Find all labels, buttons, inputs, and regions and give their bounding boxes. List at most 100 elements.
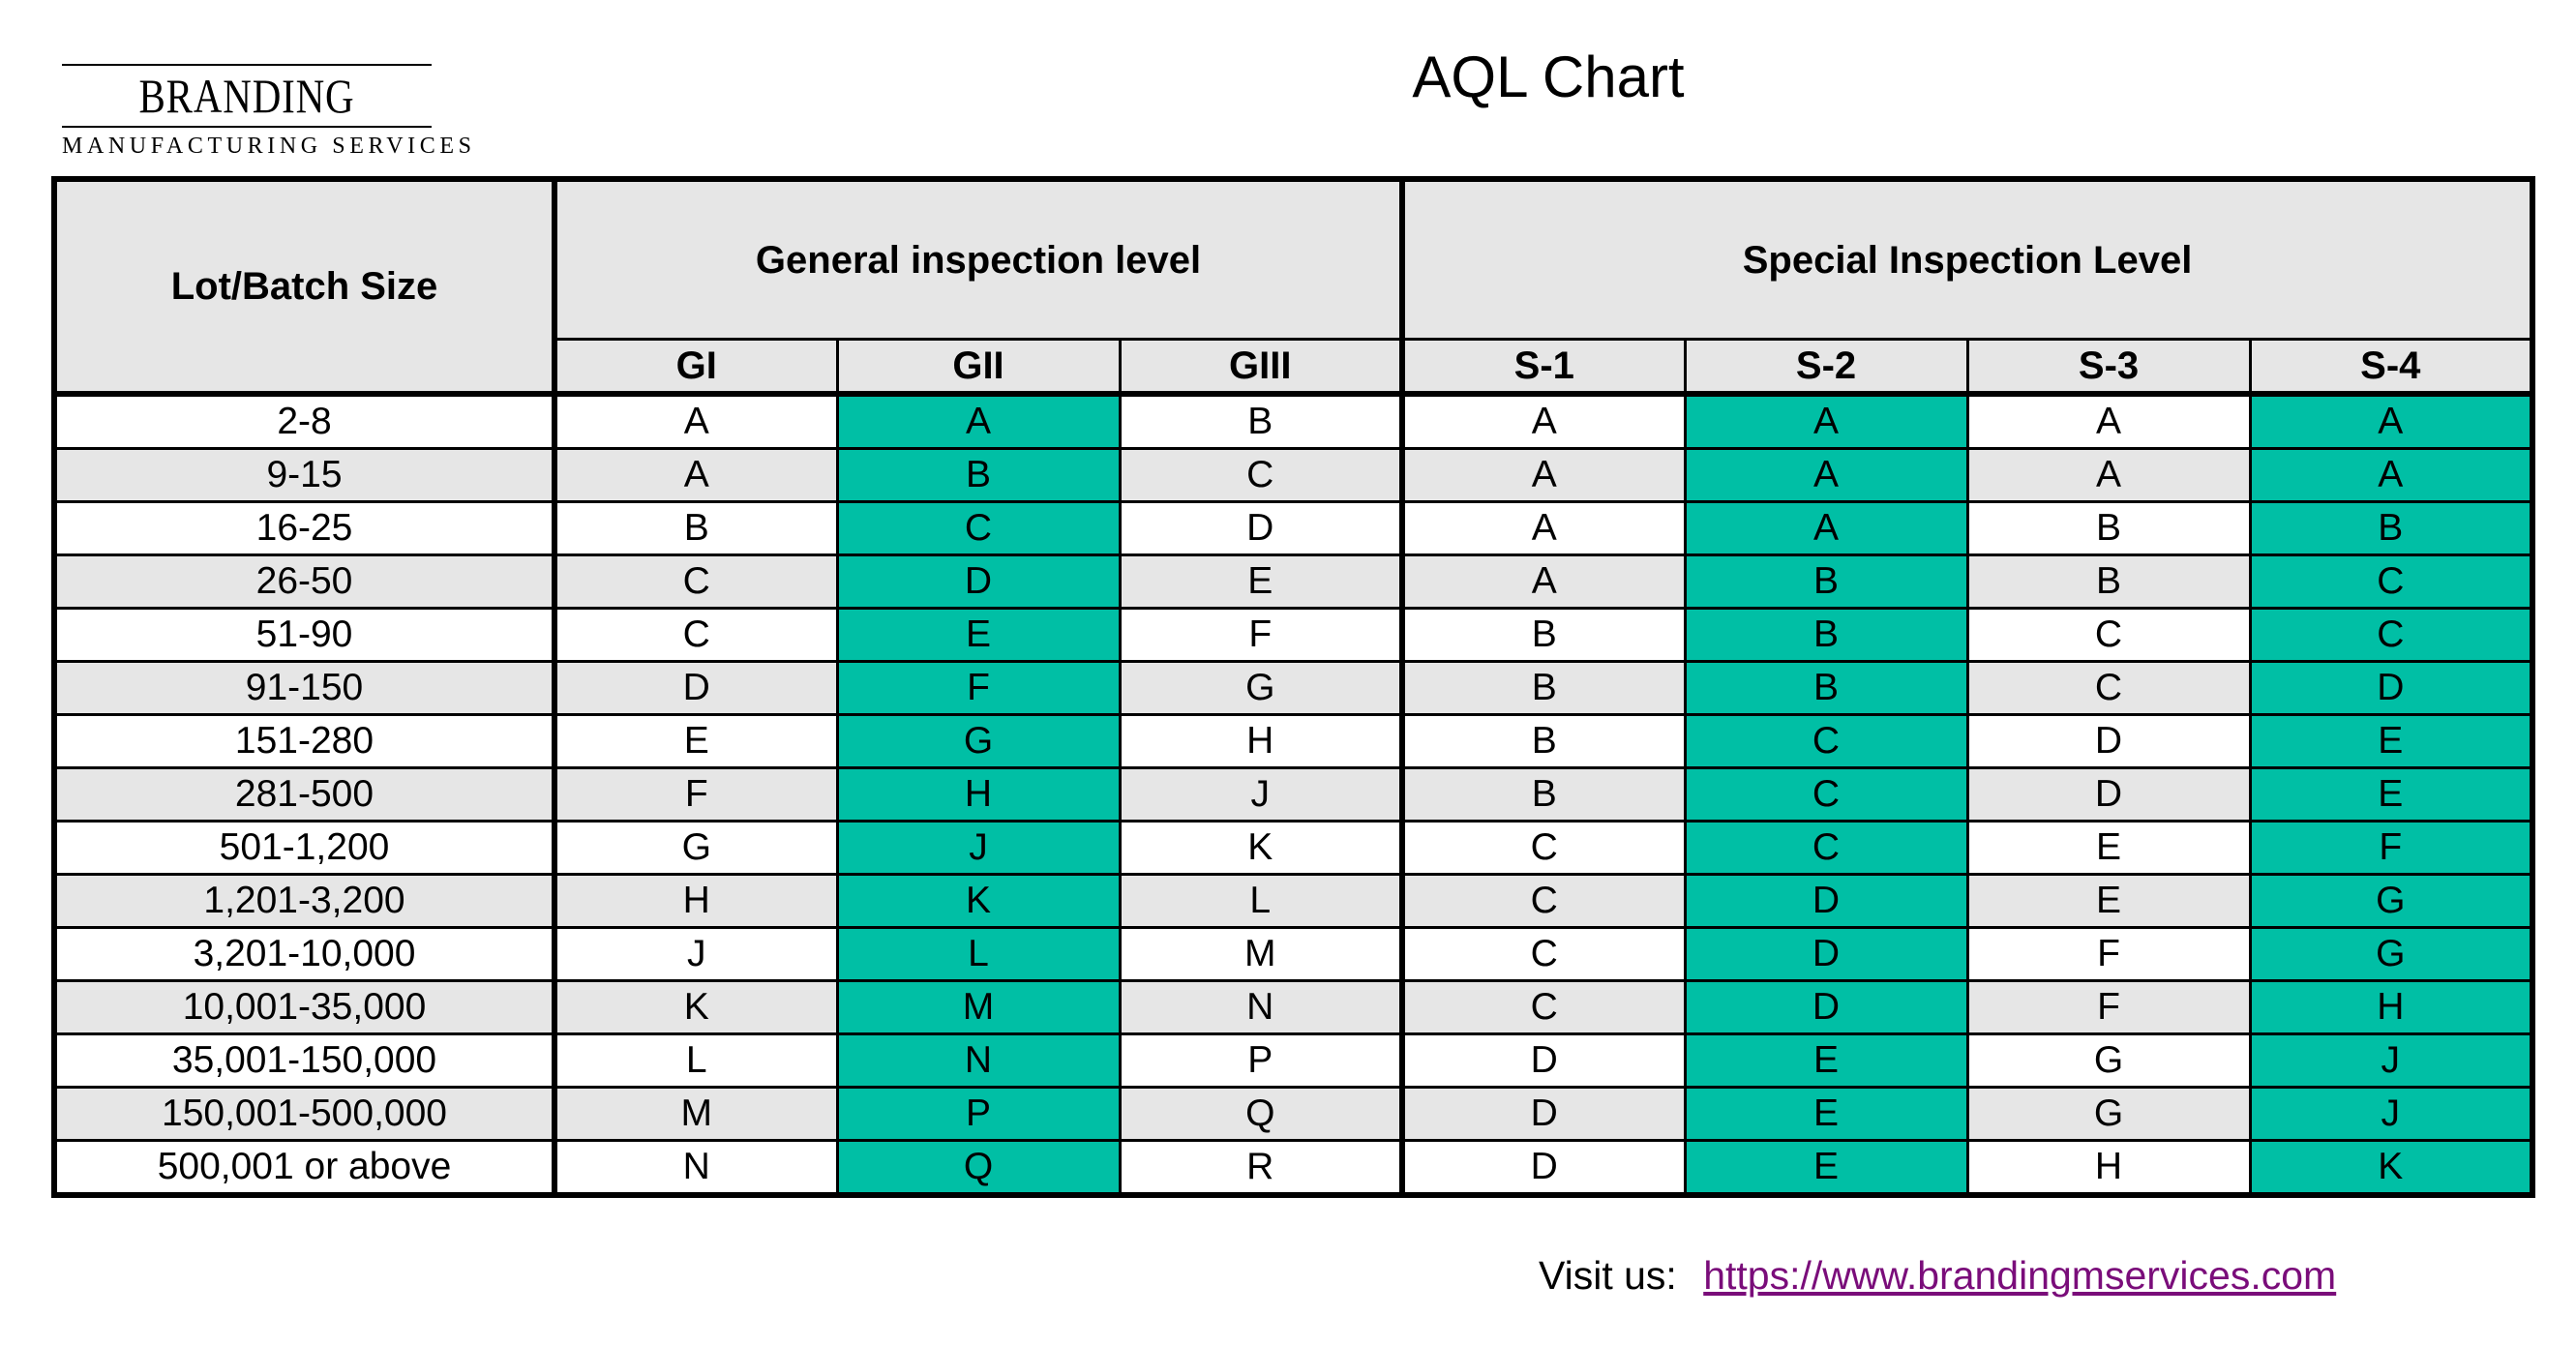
code-letter-cell-giii: P	[1118, 1032, 1406, 1089]
code-letter-cell-giii: E	[1118, 553, 1406, 610]
code-letter-cell-giii: R	[1118, 1139, 1406, 1197]
logo-brand-text: BRANDING	[138, 69, 355, 123]
code-letter-cell-gi: A	[553, 392, 839, 450]
code-letter-cell-s-3: E	[1965, 873, 2252, 929]
code-letter-cell-gii: C	[835, 500, 1122, 556]
table-row: 51-90 C E F B B C C	[52, 607, 2534, 663]
table-header: Lot/Batch Size General inspection level …	[52, 177, 2534, 397]
code-letter-cell-s-3: A	[1965, 447, 2252, 503]
code-letter-cell-s-4: J	[2248, 1086, 2534, 1142]
column-header-gii: GII	[835, 338, 1122, 397]
code-letter-cell-s-3: C	[1965, 660, 2252, 716]
code-letter-cell-s-1: D	[1400, 1139, 1687, 1197]
code-letter-cell-s-2: A	[1683, 392, 1969, 450]
code-letter-cell-s-1: C	[1400, 873, 1687, 929]
code-letter-cell-s-1: D	[1400, 1086, 1687, 1142]
code-letter-cell-giii: H	[1118, 713, 1406, 769]
code-letter-cell-s-4: B	[2248, 500, 2534, 556]
code-letter-cell-giii: G	[1118, 660, 1406, 716]
lot-size-cell: 9-15	[52, 447, 557, 503]
code-letter-cell-s-1: A	[1400, 553, 1687, 610]
code-letter-cell-s-2: E	[1683, 1139, 1969, 1197]
code-letter-cell-s-4: E	[2248, 713, 2534, 769]
lot-size-cell: 501-1,200	[52, 820, 557, 876]
logo-middle-rule	[62, 126, 432, 128]
code-letter-cell-giii: F	[1118, 607, 1406, 663]
lot-size-cell: 91-150	[52, 660, 557, 716]
code-letter-cell-s-2: B	[1683, 553, 1969, 610]
code-letter-cell-s-1: C	[1400, 926, 1687, 982]
code-letter-cell-s-2: E	[1683, 1086, 1969, 1142]
code-letter-cell-gii: P	[835, 1086, 1122, 1142]
code-letter-cell-s-3: C	[1965, 607, 2252, 663]
code-letter-cell-s-1: C	[1400, 979, 1687, 1035]
visit-us-label: Visit us:	[1539, 1253, 1677, 1298]
column-header-s1: S-1	[1400, 338, 1687, 397]
table-row: 150,001-500,000 M P Q D E G J	[52, 1086, 2534, 1142]
code-letter-cell-s-3: F	[1965, 979, 2252, 1035]
page-title: AQL Chart	[1412, 45, 1685, 109]
code-letter-cell-s-1: B	[1400, 660, 1687, 716]
table-row: 500,001 or above N Q R D E H K	[52, 1139, 2534, 1197]
code-letter-cell-gi: F	[553, 766, 839, 823]
code-letter-cell-s-1: B	[1400, 607, 1687, 663]
code-letter-cell-s-3: G	[1965, 1032, 2252, 1089]
code-letter-cell-s-4: F	[2248, 820, 2534, 876]
code-letter-cell-s-4: A	[2248, 447, 2534, 503]
footer: Visit us: https://www.brandingmservices.…	[1539, 1248, 2336, 1302]
code-letter-cell-giii: Q	[1118, 1086, 1406, 1142]
code-letter-cell-s-2: C	[1683, 766, 1969, 823]
lot-size-cell: 2-8	[52, 392, 557, 450]
code-letter-cell-s-4: J	[2248, 1032, 2534, 1089]
code-letter-cell-gi: K	[553, 979, 839, 1035]
code-letter-cell-gi: B	[553, 500, 839, 556]
general-inspection-level-header: General inspection level	[553, 177, 1406, 341]
lot-size-cell: 16-25	[52, 500, 557, 556]
code-letter-cell-gii: H	[835, 766, 1122, 823]
code-letter-cell-s-4: H	[2248, 979, 2534, 1035]
code-letter-cell-giii: B	[1118, 392, 1406, 450]
column-header-gi: GI	[553, 338, 839, 397]
code-letter-cell-s-3: A	[1965, 392, 2252, 450]
code-letter-cell-s-1: A	[1400, 500, 1687, 556]
code-letter-cell-gi: J	[553, 926, 839, 982]
code-letter-cell-s-2: D	[1683, 926, 1969, 982]
code-letter-cell-gi: H	[553, 873, 839, 929]
code-letter-cell-s-3: D	[1965, 766, 2252, 823]
code-letter-cell-giii: C	[1118, 447, 1406, 503]
code-letter-cell-s-2: A	[1683, 500, 1969, 556]
code-letter-cell-s-2: C	[1683, 713, 1969, 769]
lot-size-cell: 26-50	[52, 553, 557, 610]
code-letter-cell-s-1: B	[1400, 766, 1687, 823]
table-row: 3,201-10,000 J L M C D F G	[52, 926, 2534, 982]
code-letter-cell-s-2: B	[1683, 607, 1969, 663]
code-letter-cell-giii: D	[1118, 500, 1406, 556]
table-row: 2-8 A A B A A A A	[52, 392, 2534, 450]
lot-size-cell: 281-500	[52, 766, 557, 823]
code-letter-cell-s-2: B	[1683, 660, 1969, 716]
lot-size-cell: 151-280	[52, 713, 557, 769]
code-letter-cell-giii: J	[1118, 766, 1406, 823]
lot-batch-size-header: Lot/Batch Size	[52, 177, 557, 397]
logo-top-rule	[62, 64, 432, 66]
lot-size-cell: 150,001-500,000	[52, 1086, 557, 1142]
code-letter-cell-gii: A	[835, 392, 1122, 450]
code-letter-cell-s-1: D	[1400, 1032, 1687, 1089]
code-letter-cell-gi: D	[553, 660, 839, 716]
code-letter-cell-gi: C	[553, 607, 839, 663]
lot-size-cell: 3,201-10,000	[52, 926, 557, 982]
code-letter-cell-giii: K	[1118, 820, 1406, 876]
lot-size-cell: 51-90	[52, 607, 557, 663]
code-letter-cell-s-2: C	[1683, 820, 1969, 876]
code-letter-cell-s-2: A	[1683, 447, 1969, 503]
column-header-s3: S-3	[1965, 338, 2252, 397]
code-letter-cell-s-2: E	[1683, 1032, 1969, 1089]
code-letter-cell-s-1: C	[1400, 820, 1687, 876]
code-letter-cell-gii: K	[835, 873, 1122, 929]
code-letter-cell-s-2: D	[1683, 873, 1969, 929]
code-letter-cell-gi: G	[553, 820, 839, 876]
code-letter-cell-s-2: D	[1683, 979, 1969, 1035]
code-letter-cell-s-3: E	[1965, 820, 2252, 876]
website-link[interactable]: https://www.brandingmservices.com	[1703, 1253, 2337, 1298]
table-row: 16-25 B C D A A B B	[52, 500, 2534, 556]
